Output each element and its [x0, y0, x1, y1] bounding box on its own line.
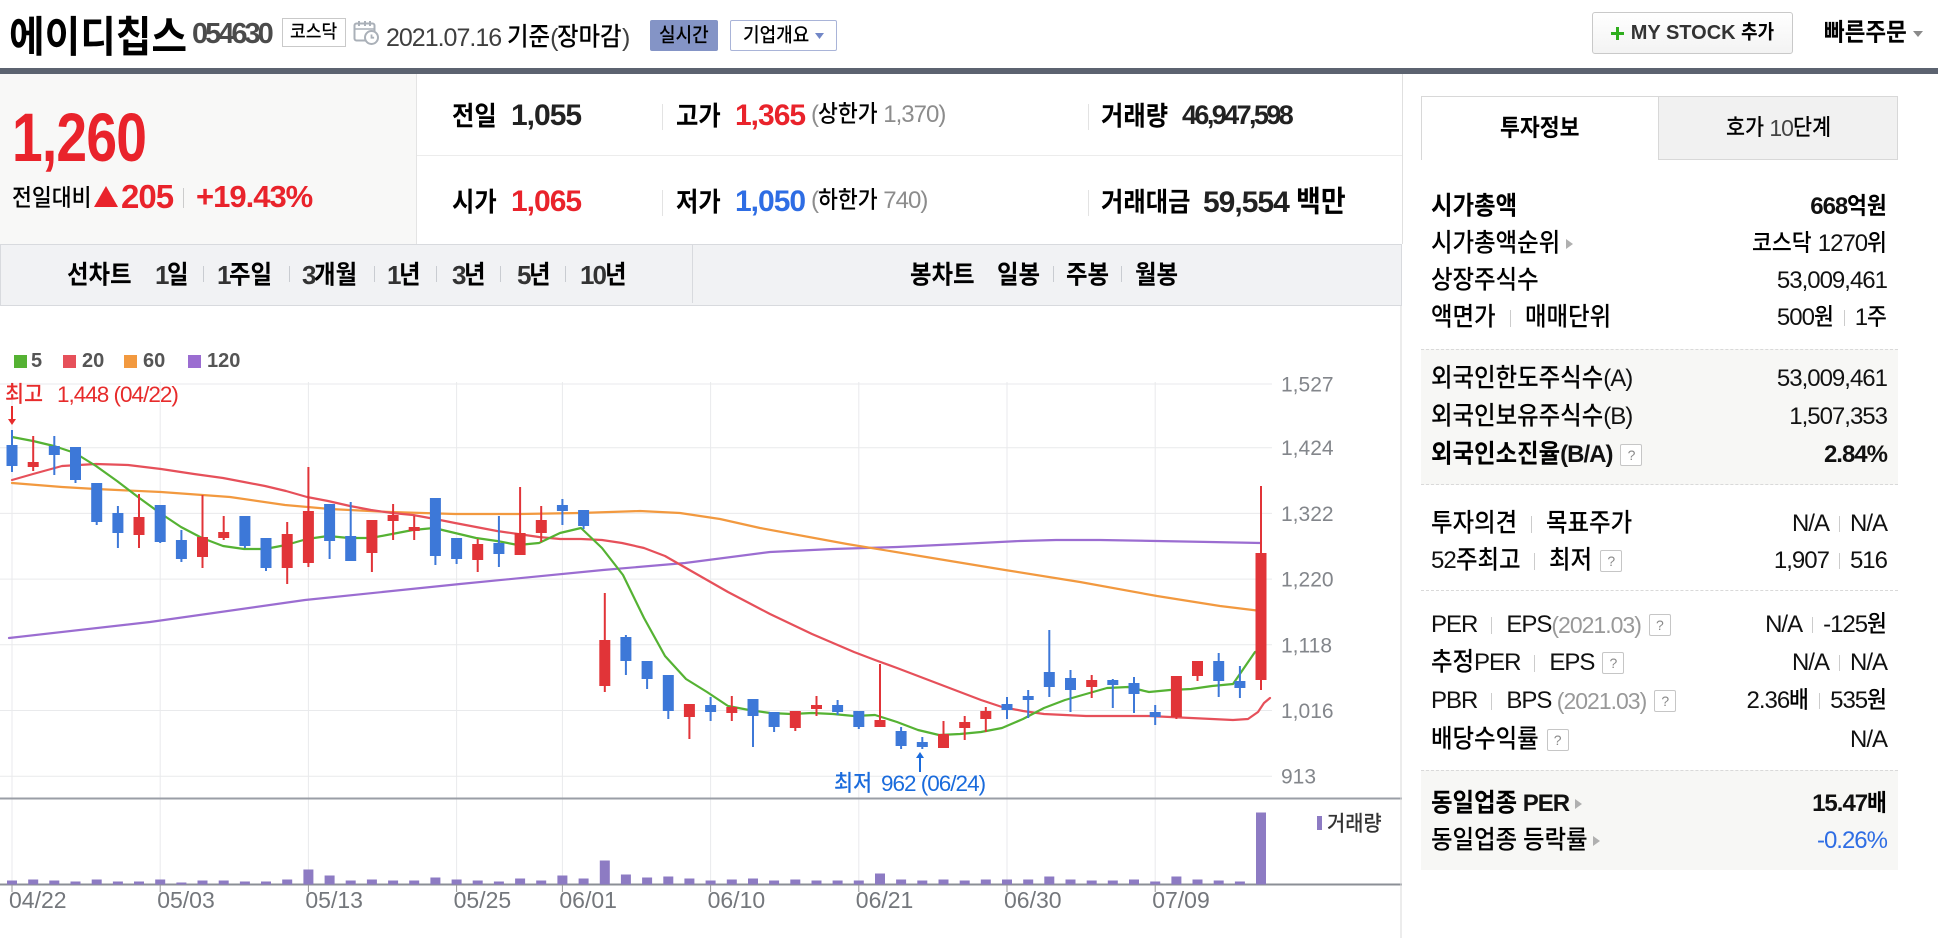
svg-text:5: 5: [31, 350, 42, 372]
svg-text:06/01: 06/01: [559, 887, 617, 913]
svg-text:05/25: 05/25: [454, 887, 512, 913]
svg-text:1,448 (04/22): 1,448 (04/22): [57, 382, 178, 407]
svg-text:07/09: 07/09: [1152, 887, 1210, 913]
svg-text:20: 20: [82, 350, 104, 372]
svg-text:06/21: 06/21: [856, 887, 914, 913]
svg-text:06/30: 06/30: [1004, 887, 1062, 913]
svg-text:1,118: 1,118: [1281, 634, 1332, 657]
svg-text:913: 913: [1281, 766, 1316, 789]
svg-text:06/10: 06/10: [708, 887, 766, 913]
svg-text:04/22: 04/22: [9, 887, 67, 913]
svg-text:60: 60: [143, 350, 165, 372]
svg-text:1,527: 1,527: [1281, 374, 1334, 397]
svg-text:05/13: 05/13: [305, 887, 363, 913]
svg-text:962 (06/24): 962 (06/24): [881, 771, 986, 796]
svg-text:1,016: 1,016: [1281, 700, 1334, 723]
svg-text:1,220: 1,220: [1281, 569, 1334, 592]
svg-text:05/03: 05/03: [157, 887, 215, 913]
svg-text:1,424: 1,424: [1281, 437, 1334, 460]
svg-text:1,322: 1,322: [1281, 503, 1334, 526]
svg-text:120: 120: [207, 350, 240, 372]
